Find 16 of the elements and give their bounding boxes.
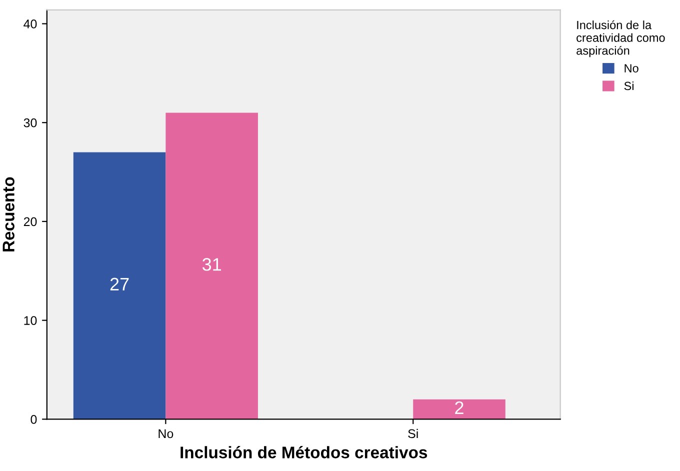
legend-label: No (624, 64, 638, 72)
legend-title: Inclusión de la creatividad como aspiración (576, 20, 665, 58)
data-label: 31 (202, 258, 221, 271)
bar (73, 152, 166, 420)
y-tick-label: 0 (30, 414, 37, 424)
y-tick-label: 10 (24, 316, 37, 325)
y-axis-title: Recuento (2, 177, 14, 252)
y-tick-label: 20 (24, 217, 37, 226)
legend-label: Si (624, 81, 634, 90)
bar (413, 399, 506, 420)
x-axis-title: Inclusión de Métodos creativos (180, 446, 428, 458)
y-tick-label: 40 (24, 20, 37, 28)
data-label: 2 (455, 401, 464, 414)
bar (166, 112, 258, 420)
y-tick-label: 30 (24, 118, 37, 128)
data-label: 27 (110, 278, 129, 290)
